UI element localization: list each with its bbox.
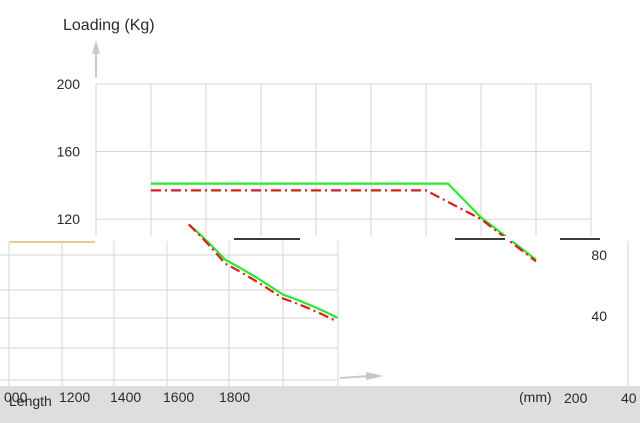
bottom-series-line-green [188, 223, 339, 319]
bottom-x-tick-label: 000 [4, 389, 28, 405]
top-y-tick-label: 200 [57, 76, 81, 92]
bottom-x-tick-label: 1600 [163, 389, 194, 405]
bottom-right-x-tick-label: 200 [564, 390, 588, 406]
top-y-tick-label: 120 [57, 211, 81, 227]
y-axis-arrowhead [92, 40, 100, 54]
x-axis-arrowhead [366, 372, 384, 380]
bottom-right-y-ticks: 80 40 [591, 247, 607, 324]
bottom-right-y-tick-label: 40 [591, 308, 607, 324]
bottom-series-line-red [187, 223, 335, 321]
top-series-line-red [151, 189, 537, 263]
x-axis-unit-label: (mm) [519, 389, 552, 405]
bottom-left-panel [0, 223, 384, 386]
seam-band [0, 236, 640, 241]
x-axis-length-label: Length [9, 393, 52, 409]
bottom-right-x-tick-label: 40 [621, 390, 637, 406]
top-y-tick-label: 160 [57, 144, 81, 160]
top-panel: 200 160 120 Loading (Kg) [57, 17, 592, 263]
bottom-label-bar [0, 386, 640, 423]
y-axis-title: Loading (Kg) [63, 17, 155, 34]
bottom-x-ticks: 000 1200 1400 1600 1800 200 40 [4, 389, 637, 406]
top-series-line-green [151, 182, 537, 261]
top-series-lines [151, 182, 537, 263]
bottom-x-tick-label: 1800 [219, 389, 250, 405]
top-y-ticks: 200 160 120 [57, 76, 81, 227]
top-grid [95, 83, 592, 236]
x-axis-arrow [339, 375, 371, 379]
bottom-right-y-tick-label: 80 [591, 247, 607, 263]
bottom-left-series-lines [187, 223, 339, 321]
bottom-x-tick-label: 1200 [59, 389, 90, 405]
bottom-right-panel: 80 40 [337, 241, 629, 386]
bottom-x-tick-label: 1400 [110, 389, 141, 405]
bottom-left-grid [0, 241, 339, 386]
